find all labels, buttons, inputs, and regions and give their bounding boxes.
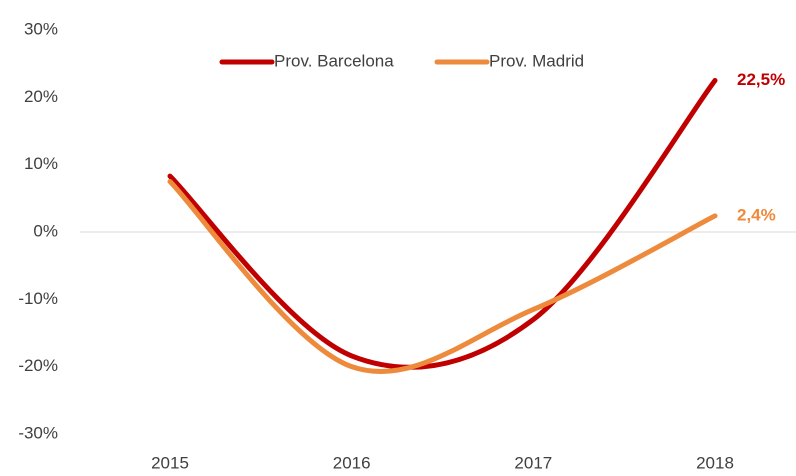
y-tick-label: 20% (24, 87, 58, 106)
series-line (167, 179, 718, 374)
series-line (167, 78, 718, 370)
y-tick-label: -10% (18, 289, 58, 308)
x-tick-label: 2015 (151, 453, 189, 472)
x-tick-label: 2018 (696, 453, 734, 472)
legend-label: Prov. Madrid (489, 51, 584, 70)
y-tick-label: 0% (33, 221, 58, 240)
y-tick-label: -30% (18, 423, 58, 442)
legend-label: Prov. Barcelona (274, 51, 394, 70)
data-label: 22,5% (737, 70, 785, 89)
y-tick-label: 30% (24, 19, 58, 38)
data-label: 2,4% (737, 205, 776, 224)
x-tick-label: 2016 (333, 453, 371, 472)
y-tick-label: 10% (24, 154, 58, 173)
y-tick-label: -20% (18, 356, 58, 375)
x-tick-label: 2017 (514, 453, 552, 472)
